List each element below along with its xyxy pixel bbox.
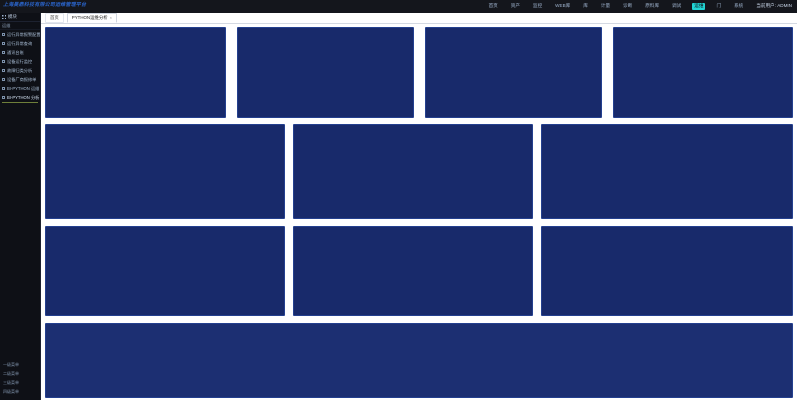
panel-overview-pie[interactable] (45, 27, 226, 118)
panel-alarm-interval[interactable] (45, 226, 285, 316)
bullet-icon (2, 33, 5, 36)
topnav-item-5[interactable]: 计量 (600, 3, 611, 9)
sidebar-item-label: BI-PYTHON 分析 (7, 94, 40, 100)
topnav-item-0[interactable]: 首页 (488, 3, 498, 9)
topnav-item-6[interactable]: 诊断 (623, 3, 633, 9)
sidebar-subheader: 运维 (0, 22, 40, 30)
topnav-item-9[interactable]: 运维 (692, 3, 706, 10)
bullet-icon (2, 78, 5, 81)
panel-event-donut[interactable] (613, 27, 793, 118)
sidebar-item-label: BI-PYTHON 运维 (7, 85, 40, 91)
sidebar-item-5[interactable]: 设备厂商报修单 (0, 75, 40, 84)
brand-title: 上海昊鼎科技有限公司运维管理平台 (3, 2, 87, 8)
top-navigation[interactable]: 首页 资产 监控 WEB库 库 计量 诊断 原料库 调试 运维 门 系统 当前用户: ADMIN (487, 0, 794, 13)
panel-relation-network[interactable] (45, 323, 793, 398)
tab-strip[interactable]: 首页 PYTHON运维分析 × (41, 13, 797, 24)
dashboard-canvas (41, 24, 797, 400)
panel-event-rank[interactable] (541, 124, 793, 219)
bullet-icon (2, 51, 5, 54)
sidebar-header-label: 模块 (8, 14, 17, 19)
sidebar-item-7[interactable]: BI-PYTHON 分析 (0, 93, 40, 102)
sidebar-menu[interactable]: 运行异常报警配置 运行异常查询 通讯台账设备运行监控 故障归类分析 设备厂商报修单 BI-… (0, 30, 40, 103)
sidebar-selection-rule (2, 102, 38, 103)
close-icon[interactable]: × (109, 14, 112, 20)
sidebar-item-6[interactable]: BI-PYTHON 运维 (0, 84, 40, 93)
bullet-icon (2, 42, 5, 45)
topnav-item-3[interactable]: WEB库 (555, 3, 571, 9)
sidebar-item-label: 设备厂商报修单 (7, 76, 37, 82)
topnav-item-7[interactable]: 原料库 (645, 3, 660, 9)
sidebar-footer-item-2[interactable]: 三级菜单 (3, 379, 19, 385)
sidebar-item-label: 故障归类分析 (7, 67, 33, 73)
panel-alarm-rank[interactable] (45, 124, 285, 219)
tab-home[interactable]: 首页 (45, 13, 64, 23)
topnav-item-8[interactable]: 调试 (672, 3, 682, 9)
current-user-label: 当前用户: ADMIN (756, 3, 792, 9)
bullet-icon (2, 96, 5, 99)
bullet-icon (2, 60, 5, 63)
panel-waring-rank[interactable] (293, 124, 533, 219)
bullet-icon (2, 87, 5, 90)
tab-python-analysis[interactable]: PYTHON运维分析 × (66, 13, 117, 23)
sidebar: 模块 运维 运行异常报警配置 运行异常查询 通讯台账设备运行监控 故障归类分析 设备厂商… (0, 13, 41, 400)
sidebar-item-2[interactable]: 通讯台账 (0, 48, 40, 57)
sidebar-footer: 一级菜单二级菜单三级菜单四级菜单 (0, 360, 41, 396)
sidebar-footer-item-3[interactable]: 四级菜单 (3, 388, 19, 394)
sidebar-footer-item-1[interactable]: 二级菜单 (3, 370, 19, 376)
topnav-item-1[interactable]: 资产 (510, 3, 520, 9)
sidebar-footer-item-0[interactable]: 一级菜单 (3, 361, 19, 367)
sidebar-item-3[interactable]: 设备运行监控 (0, 57, 40, 66)
sidebar-item-label: 通讯台账 (7, 49, 24, 55)
topnav-item-4[interactable]: 库 (583, 3, 588, 9)
panel-waring-donut[interactable] (425, 27, 602, 118)
sidebar-item-4[interactable]: 故障归类分析 (0, 66, 40, 75)
sidebar-subheader-label: 运维 (2, 22, 11, 28)
topnav-item-10[interactable]: 门 (716, 3, 722, 9)
tab-label: PYTHON运维分析 (71, 14, 108, 20)
sidebar-item-label: 设备运行监控 (7, 58, 33, 64)
panel-waring-interval[interactable] (293, 226, 533, 316)
grid-icon (2, 15, 6, 19)
panel-event-interval[interactable] (541, 226, 793, 316)
topnav-item-2[interactable]: 监控 (532, 3, 543, 9)
sidebar-item-0[interactable]: 运行异常报警配置 (0, 30, 40, 39)
top-bar: 上海昊鼎科技有限公司运维管理平台 首页 资产 监控 WEB库 库 计量 诊断 原料库 调试 运维 门… (0, 0, 797, 13)
bullet-icon (2, 69, 5, 72)
sidebar-header: 模块 (0, 13, 40, 22)
sidebar-item-1[interactable]: 运行异常查询 (0, 39, 40, 48)
panel-alarm-donut[interactable] (237, 27, 414, 118)
topnav-item-11[interactable]: 系统 (734, 3, 744, 9)
sidebar-item-label: 运行异常报警配置 (7, 31, 40, 37)
sidebar-item-label: 运行异常查询 (7, 40, 33, 46)
